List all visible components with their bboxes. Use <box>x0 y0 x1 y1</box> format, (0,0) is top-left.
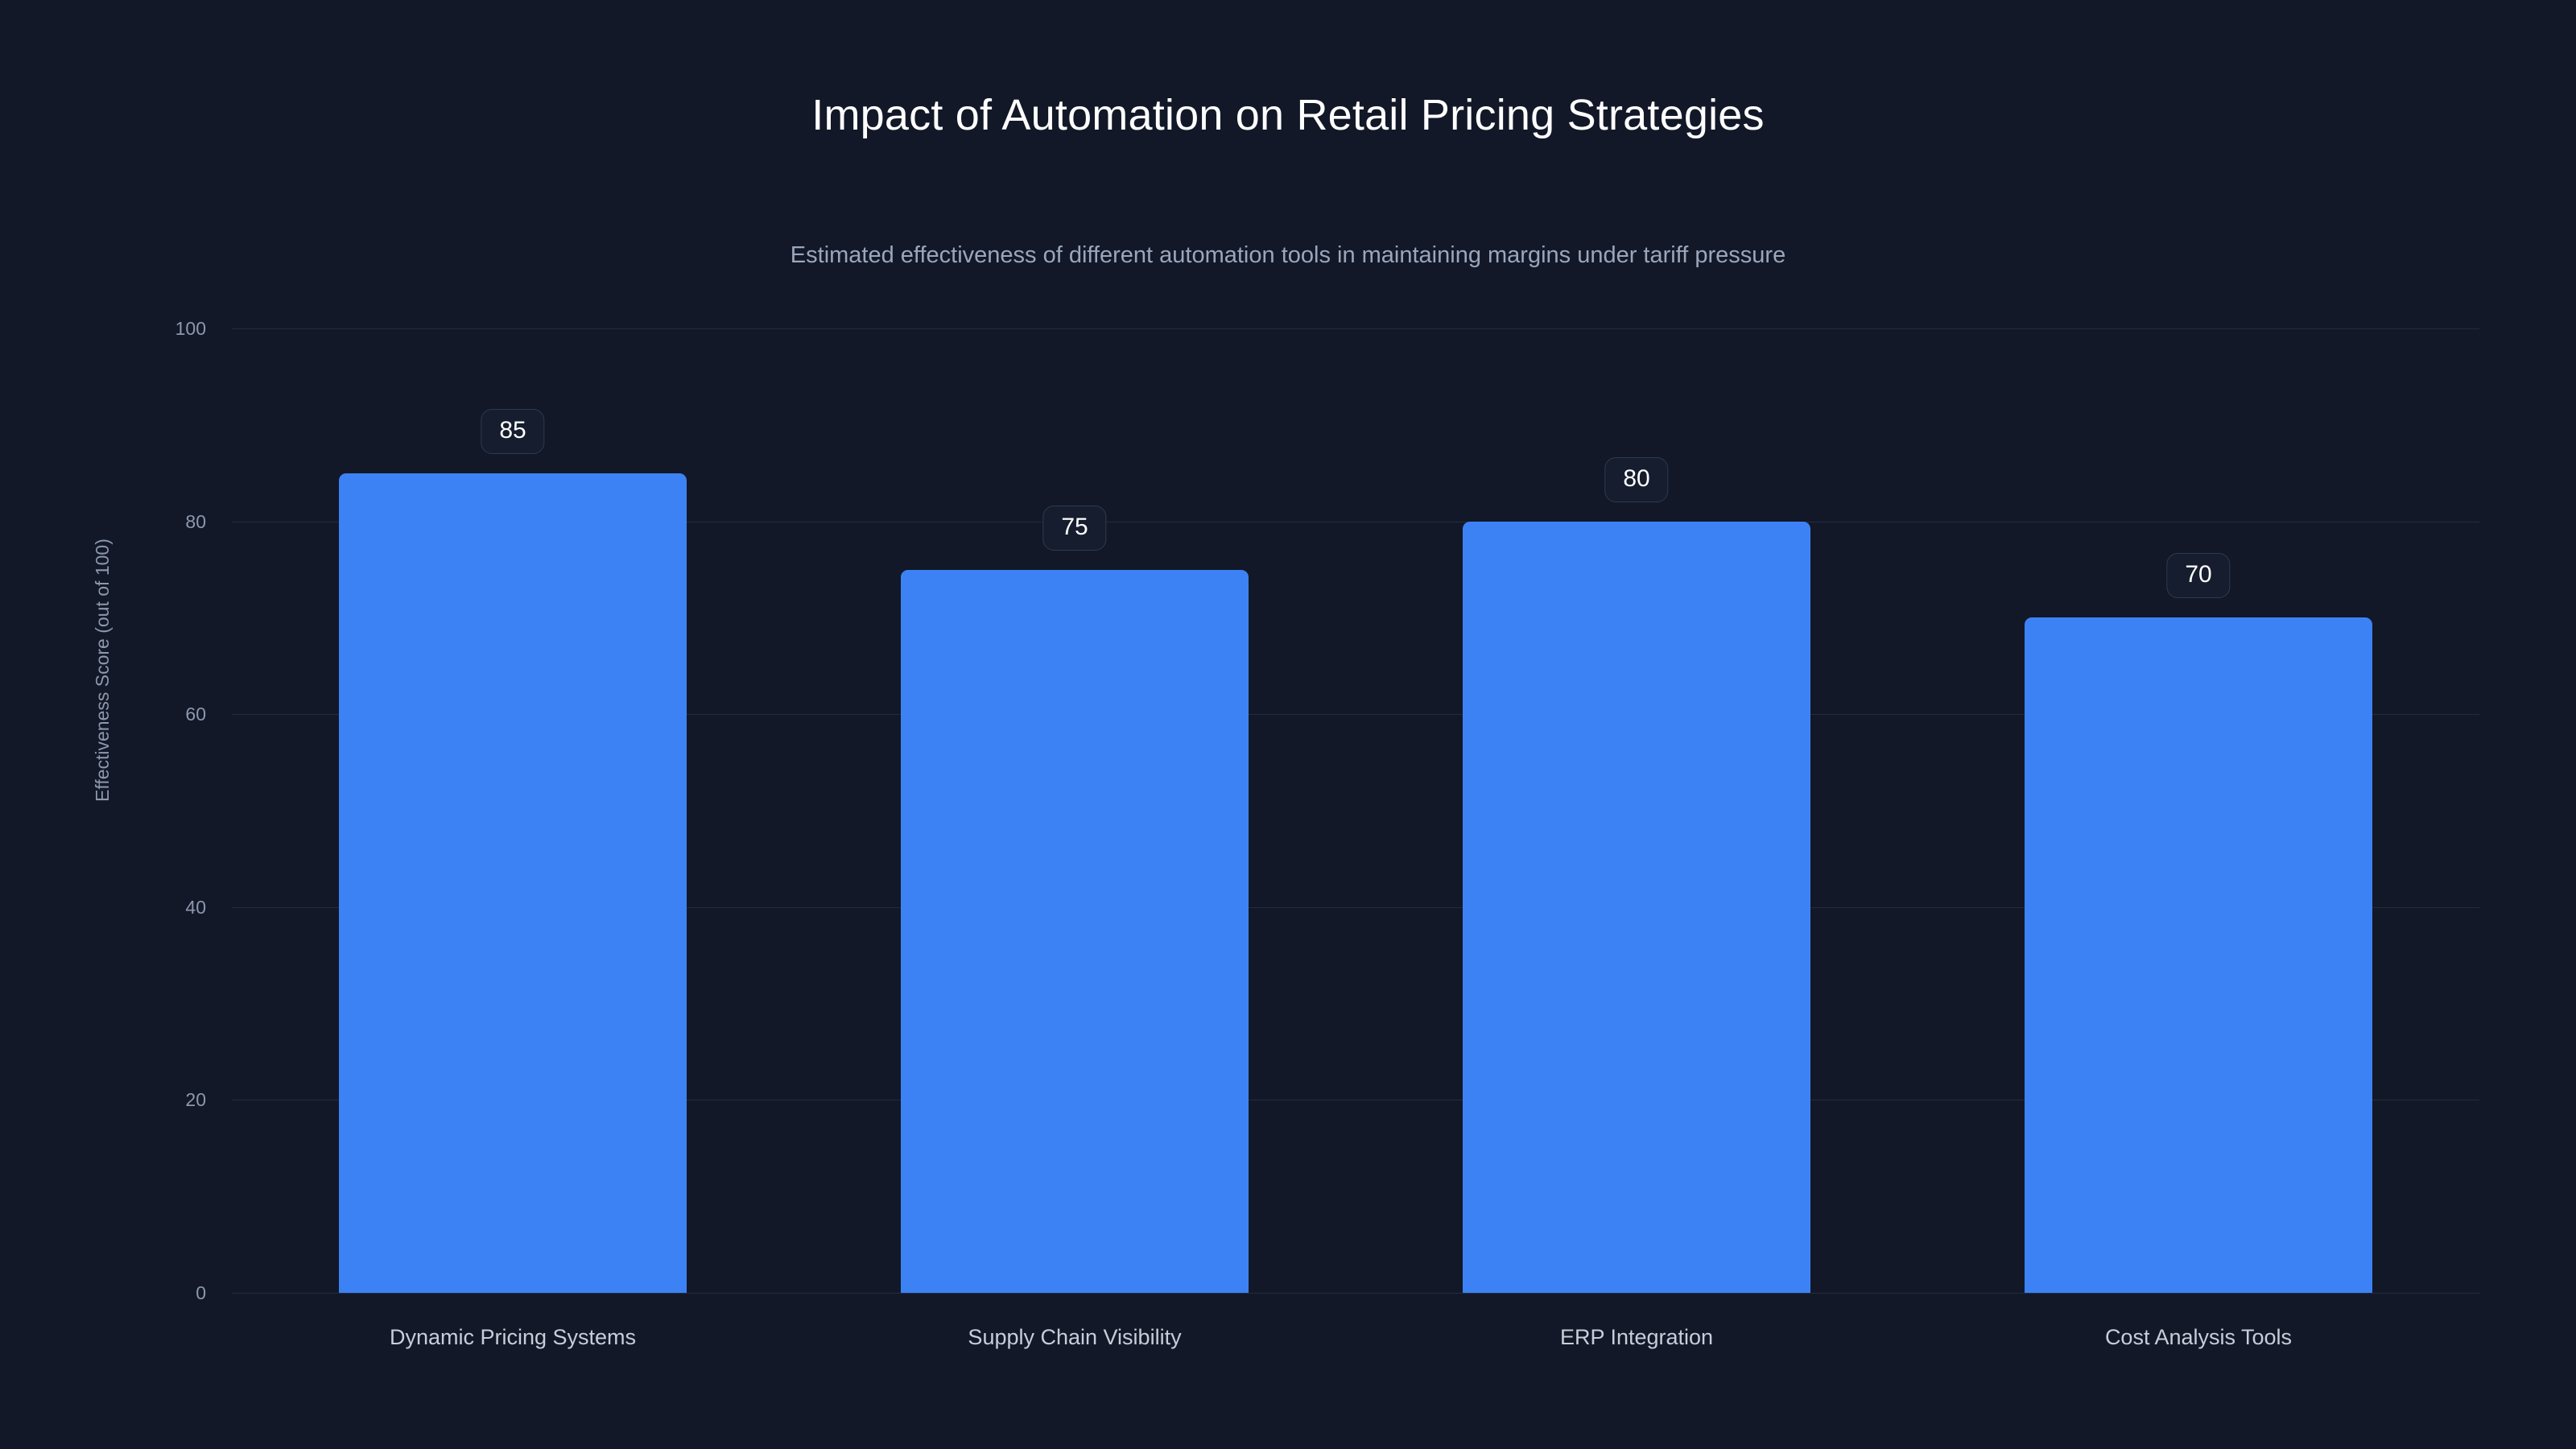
bar[interactable] <box>338 473 687 1293</box>
gridline <box>232 714 2479 716</box>
bar-value-badge: 75 <box>1042 505 1107 551</box>
bar[interactable] <box>2024 617 2373 1293</box>
bar-value-badge: 80 <box>1604 456 1669 502</box>
gridline <box>232 1293 2479 1294</box>
y-tick-label: 80 <box>185 510 206 532</box>
y-tick-label: 20 <box>185 1089 206 1111</box>
chart-subtitle: Estimated effectiveness of different aut… <box>790 242 1786 268</box>
x-tick-label: Dynamic Pricing Systems <box>389 1325 637 1349</box>
x-tick-label: Cost Analysis Tools <box>2104 1325 2293 1349</box>
chart-title: Impact of Automation on Retail Pricing S… <box>811 91 1765 139</box>
x-tick-label: Supply Chain Visibility <box>968 1325 1182 1349</box>
bar-value-badge: 70 <box>2166 553 2231 599</box>
bar[interactable] <box>900 569 1249 1293</box>
y-tick-label: 60 <box>185 704 206 725</box>
gridline <box>232 328 2479 329</box>
y-tick-label: 0 <box>196 1282 206 1303</box>
y-tick-label: 100 <box>175 318 206 339</box>
bar[interactable] <box>1462 521 1811 1293</box>
bar-value-badge: 85 <box>481 408 545 454</box>
y-tick-label: 40 <box>185 896 206 918</box>
y-axis-title: Effectiveness Score (out of 100) <box>92 539 113 802</box>
x-tick-label: ERP Integration <box>1559 1325 1714 1349</box>
gridline <box>232 906 2479 908</box>
plot-area <box>232 328 2479 1294</box>
